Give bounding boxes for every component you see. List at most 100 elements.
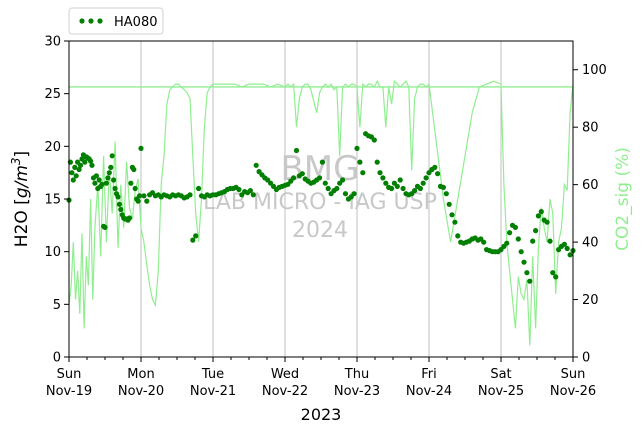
h2o-point bbox=[109, 153, 115, 159]
h2o-point bbox=[547, 238, 553, 244]
h2o-point bbox=[77, 162, 84, 168]
h2o-point bbox=[126, 215, 133, 221]
h2o-point bbox=[544, 219, 550, 225]
h2o-point bbox=[291, 175, 297, 181]
h2o-point bbox=[446, 201, 452, 207]
h2o-point bbox=[417, 185, 423, 192]
h2o-point bbox=[82, 159, 88, 165]
legend-label-ha080: HA080 bbox=[114, 15, 157, 30]
y-tick-label: 5 bbox=[53, 298, 61, 313]
h2o-point bbox=[103, 180, 109, 186]
y-right-tick-label: 80 bbox=[582, 121, 599, 136]
h2o-point bbox=[141, 193, 147, 199]
h2o-point bbox=[561, 241, 568, 247]
y-axis-right-ticks: 0 20 40 60 80 100 bbox=[573, 63, 607, 366]
h2o-point bbox=[247, 188, 253, 194]
h2o-point bbox=[88, 158, 94, 164]
h2o-point bbox=[193, 233, 199, 239]
h2o-point bbox=[96, 177, 102, 183]
h2o-point bbox=[131, 166, 137, 173]
h2o-point bbox=[380, 175, 386, 181]
h2o-point bbox=[423, 175, 429, 181]
h2o-point bbox=[564, 245, 570, 252]
h2o-point bbox=[354, 145, 360, 151]
x-tick-label: Fri Nov-24 bbox=[406, 367, 452, 399]
y-tick-label: 15 bbox=[44, 193, 61, 208]
h2o-point bbox=[521, 259, 527, 265]
h2o-point bbox=[420, 180, 426, 186]
watermark-line-2: LAB MICRO - IAG USP bbox=[203, 190, 437, 215]
h2o-point bbox=[116, 201, 122, 207]
h2o-point bbox=[342, 191, 349, 197]
h2o-point bbox=[138, 145, 144, 151]
y-tick-label: 25 bbox=[44, 87, 61, 102]
h2o-point bbox=[357, 159, 363, 165]
h2o-point bbox=[455, 233, 461, 239]
y-right-tick-label: 60 bbox=[582, 178, 599, 193]
h2o-point bbox=[299, 171, 305, 177]
legend[interactable]: HA080 bbox=[68, 7, 164, 35]
y-tick-label: 30 bbox=[44, 35, 61, 50]
h2o-point bbox=[533, 228, 539, 234]
y-right-tick-label: 40 bbox=[582, 236, 599, 251]
x-tick-label: Mon Nov-20 bbox=[118, 367, 164, 399]
h2o-point bbox=[340, 177, 346, 183]
h2o-point bbox=[72, 164, 78, 170]
h2o-point bbox=[535, 213, 542, 219]
h2o-point bbox=[89, 162, 95, 168]
h2o-point bbox=[394, 183, 400, 189]
h2o-point bbox=[102, 224, 108, 230]
y-tick-label: 10 bbox=[44, 245, 61, 260]
legend-dot bbox=[79, 18, 85, 24]
h2o-point bbox=[440, 184, 446, 190]
h2o-point bbox=[400, 185, 406, 192]
h2o-point bbox=[322, 180, 328, 186]
y-right-tick-label: 100 bbox=[582, 63, 607, 78]
h2o-point bbox=[538, 209, 544, 215]
h2o-point bbox=[293, 147, 300, 154]
legend-dot bbox=[97, 18, 103, 24]
h2o-point bbox=[512, 224, 519, 230]
h2o-point bbox=[530, 238, 536, 244]
legend-box bbox=[68, 7, 164, 35]
x-axis-ticks: Sun Nov-19 Mon Nov-20 Tue Nov-21 Wed Nov-22 Thu N… bbox=[46, 357, 596, 399]
h2o-point bbox=[452, 219, 458, 225]
x-tick-label: Wed Nov-22 bbox=[262, 367, 308, 399]
h2o-point bbox=[187, 192, 193, 198]
h2o-point bbox=[515, 236, 521, 242]
y-tick-label: 20 bbox=[44, 140, 61, 155]
h2o-point bbox=[115, 194, 121, 200]
watermark-line-1: BMG bbox=[280, 149, 359, 189]
x-tick-label: Sat Nov-25 bbox=[478, 367, 524, 399]
h2o-point bbox=[504, 240, 510, 246]
h2o-point bbox=[250, 192, 256, 198]
y-axis-left-label: H2O [g/m3] bbox=[9, 151, 32, 247]
h2o-point bbox=[93, 173, 99, 179]
h2o-point bbox=[69, 170, 75, 176]
h2o-series bbox=[66, 131, 576, 284]
h2o-point bbox=[443, 191, 449, 197]
x-tick-label: Tue Nov-21 bbox=[190, 367, 236, 399]
h2o-point bbox=[481, 239, 487, 245]
h2o-point bbox=[524, 270, 530, 276]
co2-line bbox=[68, 79, 574, 346]
watermark: BMG LAB MICRO - IAG USP 2024 bbox=[203, 149, 437, 243]
h2o-point bbox=[325, 185, 331, 192]
y-axis-right-label: CO2_sig (%) bbox=[613, 147, 633, 251]
h2o-point bbox=[527, 278, 533, 284]
legend-dot bbox=[88, 18, 94, 24]
h2o-point bbox=[435, 171, 441, 177]
h2o-point bbox=[371, 137, 377, 143]
h2o-point bbox=[553, 274, 559, 280]
h2o-point bbox=[105, 175, 111, 181]
h2o-point bbox=[92, 180, 98, 186]
h2o-point bbox=[374, 159, 380, 165]
h2o-point bbox=[236, 186, 242, 193]
h2o-point bbox=[190, 237, 196, 243]
h2o-point bbox=[449, 212, 455, 218]
h2o-point bbox=[112, 185, 118, 192]
h2o-point bbox=[196, 185, 202, 192]
watermark-line-3: 2024 bbox=[292, 218, 348, 243]
h2o-point bbox=[397, 177, 403, 183]
